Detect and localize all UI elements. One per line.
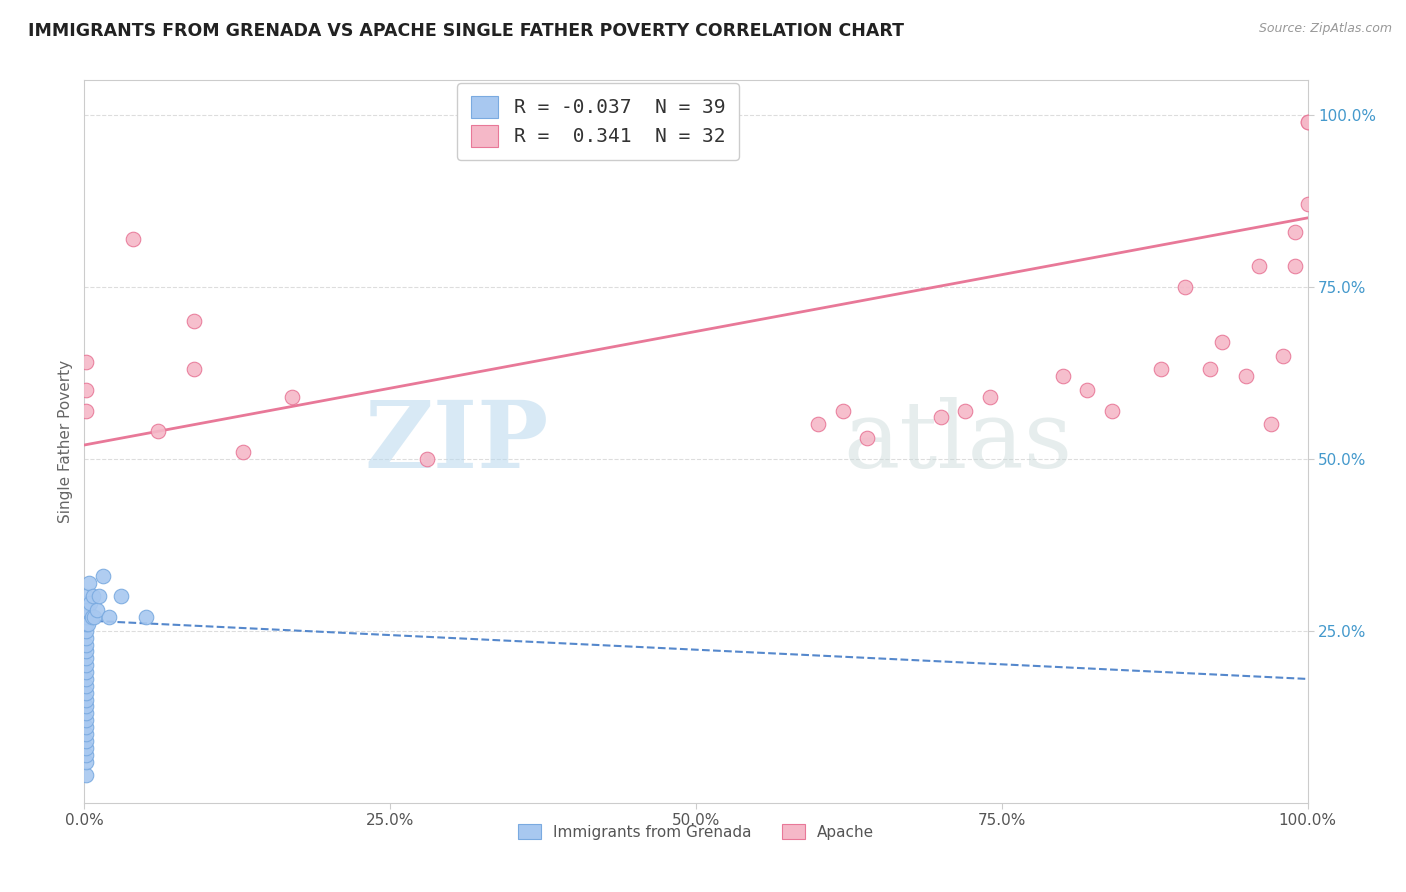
Point bbox=[1272, 349, 1295, 363]
Point bbox=[75, 651, 97, 665]
Point bbox=[1211, 334, 1233, 349]
Point bbox=[87, 590, 110, 604]
Point bbox=[75, 720, 97, 734]
Point bbox=[86, 603, 108, 617]
Point bbox=[110, 590, 132, 604]
Point bbox=[232, 445, 254, 459]
Point bbox=[75, 624, 97, 638]
Text: atlas: atlas bbox=[842, 397, 1071, 486]
Legend: Immigrants from Grenada, Apache: Immigrants from Grenada, Apache bbox=[512, 818, 880, 846]
Point bbox=[75, 755, 97, 769]
Point bbox=[1260, 417, 1282, 432]
Point bbox=[856, 431, 879, 445]
Point bbox=[281, 390, 304, 404]
Point bbox=[75, 727, 97, 741]
Point bbox=[75, 740, 97, 755]
Point bbox=[91, 568, 114, 582]
Point bbox=[80, 610, 103, 624]
Point bbox=[75, 616, 97, 631]
Point bbox=[1150, 362, 1173, 376]
Point bbox=[1236, 369, 1258, 384]
Point bbox=[75, 596, 97, 610]
Point bbox=[82, 590, 104, 604]
Point bbox=[75, 658, 97, 673]
Point bbox=[831, 403, 853, 417]
Point bbox=[1052, 369, 1074, 384]
Point bbox=[135, 610, 157, 624]
Point bbox=[75, 699, 97, 714]
Point bbox=[1284, 259, 1306, 273]
Point bbox=[1174, 279, 1197, 293]
Point bbox=[953, 403, 976, 417]
Point bbox=[75, 768, 97, 782]
Point bbox=[77, 603, 100, 617]
Point bbox=[75, 403, 97, 417]
Point bbox=[183, 362, 205, 376]
Point bbox=[979, 390, 1001, 404]
Point bbox=[75, 638, 97, 652]
Point bbox=[75, 734, 97, 748]
Point bbox=[75, 631, 97, 645]
Point bbox=[1296, 197, 1319, 211]
Point bbox=[79, 596, 101, 610]
Point bbox=[75, 355, 97, 369]
Point bbox=[416, 451, 439, 466]
Point bbox=[1296, 114, 1319, 128]
Point bbox=[807, 417, 830, 432]
Point bbox=[1296, 114, 1319, 128]
Point bbox=[75, 644, 97, 658]
Point bbox=[929, 410, 952, 425]
Point bbox=[1284, 225, 1306, 239]
Point bbox=[75, 706, 97, 721]
Point bbox=[122, 231, 145, 245]
Point bbox=[75, 679, 97, 693]
Point bbox=[75, 692, 97, 706]
Point bbox=[75, 590, 97, 604]
Point bbox=[75, 610, 97, 624]
Point bbox=[77, 616, 100, 631]
Point bbox=[75, 672, 97, 686]
Point bbox=[1198, 362, 1220, 376]
Point bbox=[146, 424, 169, 438]
Y-axis label: Single Father Poverty: Single Father Poverty bbox=[58, 360, 73, 523]
Point bbox=[1101, 403, 1123, 417]
Point bbox=[75, 665, 97, 679]
Point bbox=[97, 610, 120, 624]
Point bbox=[1247, 259, 1270, 273]
Point bbox=[83, 610, 105, 624]
Text: ZIP: ZIP bbox=[366, 397, 550, 486]
Point bbox=[75, 713, 97, 727]
Point bbox=[75, 383, 97, 397]
Point bbox=[77, 575, 100, 590]
Point bbox=[75, 686, 97, 700]
Point bbox=[183, 314, 205, 328]
Point bbox=[75, 747, 97, 762]
Point bbox=[1076, 383, 1098, 397]
Text: Source: ZipAtlas.com: Source: ZipAtlas.com bbox=[1258, 22, 1392, 36]
Text: IMMIGRANTS FROM GRENADA VS APACHE SINGLE FATHER POVERTY CORRELATION CHART: IMMIGRANTS FROM GRENADA VS APACHE SINGLE… bbox=[28, 22, 904, 40]
Point bbox=[75, 603, 97, 617]
